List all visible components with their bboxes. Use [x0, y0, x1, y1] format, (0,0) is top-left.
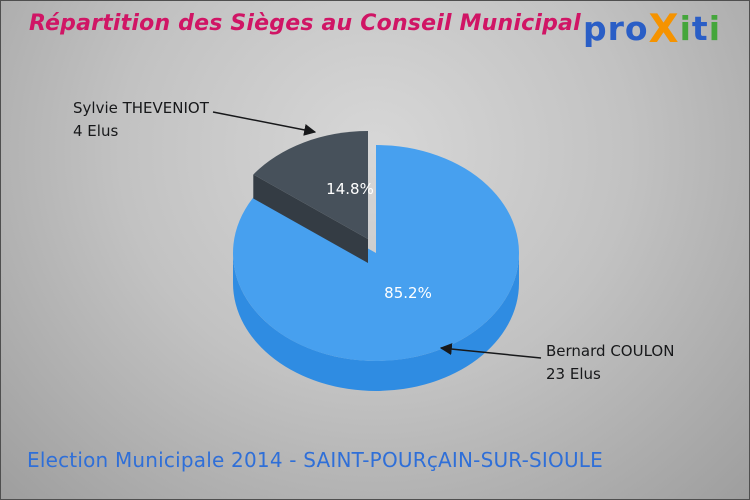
callout-line-major — [439, 343, 542, 359]
callout-line-minor — [212, 111, 317, 136]
callout-major: Bernard COULON 23 Elus — [546, 340, 674, 385]
logo-letter: p — [582, 9, 608, 48]
logo-letter: i — [708, 9, 721, 48]
pie-percent-label-major: 85.2% — [384, 284, 432, 302]
pie-slice-major — [232, 145, 519, 361]
logo-letter: r — [607, 9, 625, 48]
callout-minor: Sylvie THEVENIOT 4 Elus — [73, 97, 209, 142]
pie-slice-minor — [253, 131, 368, 239]
pie-percent-label-minor: 14.8% — [326, 180, 374, 198]
pie-slice-major-side — [233, 253, 519, 391]
pie-slices — [232, 131, 519, 391]
candidate-seats-minor: 4 Elus — [73, 121, 119, 140]
logo-letter: t — [691, 9, 709, 48]
logo-letter: i — [679, 9, 692, 48]
footer-text: Election Municipale 2014 - SAINT-POURçAI… — [27, 448, 603, 472]
pie-slice-minor-side — [253, 174, 368, 263]
candidate-seats-major: 23 Elus — [546, 364, 601, 383]
logo-letter: o — [624, 9, 649, 48]
logo-letter: X — [648, 7, 680, 52]
candidate-name-major: Bernard COULON — [546, 342, 675, 360]
page-title: Répartition des Sièges au Conseil Munici… — [29, 11, 581, 36]
proxiti-logo: proXiti — [582, 5, 721, 52]
candidate-name-minor: Sylvie THEVENIOT — [73, 99, 209, 117]
